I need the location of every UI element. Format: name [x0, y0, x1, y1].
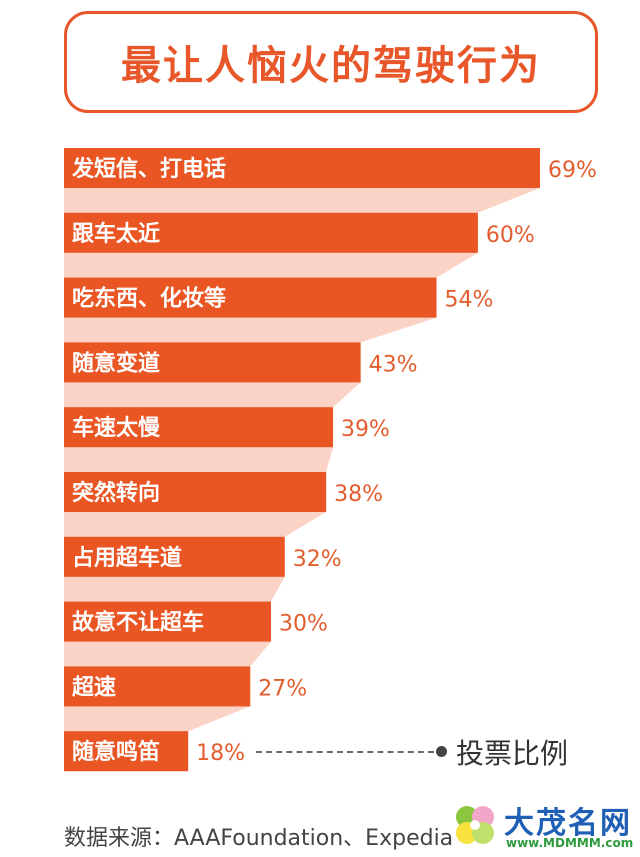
category-label: 故意不让超车	[72, 610, 204, 636]
value-label: 60%	[486, 223, 535, 248]
legend-label: 投票比例	[456, 737, 569, 770]
bar	[64, 212, 478, 253]
legend-dashed-line	[256, 751, 434, 753]
bar	[64, 407, 334, 448]
bar	[64, 536, 285, 577]
clover-logo-icon	[456, 806, 494, 844]
category-label: 跟车太近	[72, 221, 160, 247]
category-label: 车速太慢	[72, 415, 161, 441]
bar	[64, 472, 327, 512]
watermark-name: 大茂名网	[504, 806, 632, 841]
bar	[64, 277, 437, 318]
legend-dot-icon	[436, 746, 447, 757]
category-label: 随意鸣笛	[72, 739, 160, 765]
legend: 投票比例	[256, 732, 616, 772]
bar	[64, 342, 361, 383]
value-label: 43%	[369, 352, 418, 377]
chart-title: 最让人恼火的驾驶行为	[121, 43, 541, 89]
value-label: 18%	[196, 741, 245, 766]
value-label: 69%	[548, 158, 597, 183]
value-label: 54%	[445, 288, 494, 313]
category-label: 占用超车道	[72, 545, 182, 571]
category-label: 随意变道	[72, 350, 160, 376]
value-label: 39%	[341, 417, 390, 442]
category-label: 突然转向	[72, 480, 160, 506]
value-label: 30%	[279, 612, 328, 637]
value-label: 32%	[293, 547, 342, 572]
bar	[64, 148, 540, 188]
bar	[64, 601, 271, 642]
bar	[64, 666, 251, 707]
watermark-url: www.MDMMM.com	[506, 836, 634, 850]
category-label: 吃东西、化妆等	[72, 286, 226, 312]
category-label: 超速	[72, 674, 116, 700]
value-label: 27%	[258, 676, 307, 701]
bar-chart: 发短信、打电话 69% 跟车太近 60% 吃东西、化妆等 54% 随意变道 43% 车速太慢 39…	[64, 148, 597, 772]
value-label: 38%	[334, 482, 383, 507]
source-note: 数据来源：AAAFoundation、Expedia	[64, 826, 454, 851]
category-label: 发短信、打电话	[71, 156, 226, 182]
bar	[64, 731, 189, 772]
title-box: 最让人恼火的驾驶行为	[64, 11, 598, 113]
watermark: 大茂名网 www.MDMMM.com	[452, 798, 638, 854]
